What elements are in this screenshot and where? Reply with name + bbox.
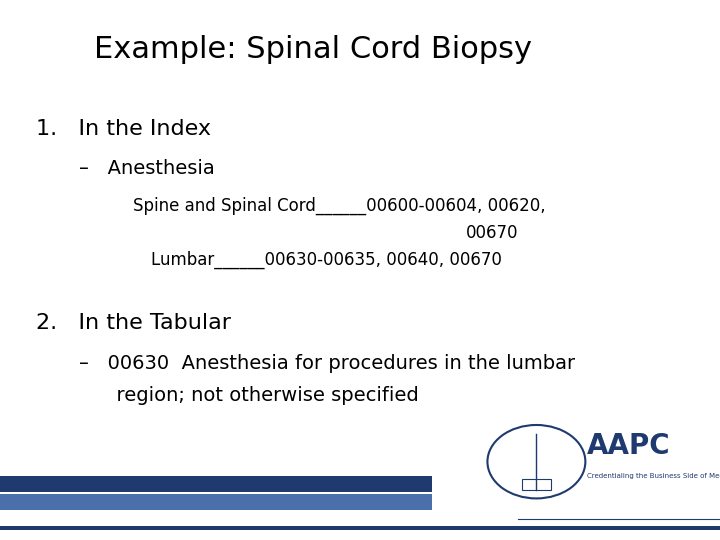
Bar [0, 476, 432, 492]
Text: region; not otherwise specified: region; not otherwise specified [79, 386, 419, 405]
Text: 1.   In the Index: 1. In the Index [36, 119, 211, 139]
Text: Credentialing the Business Side of Medicine: Credentialing the Business Side of Medic… [587, 473, 720, 480]
Text: 00670: 00670 [466, 224, 518, 242]
Bar [522, 479, 551, 490]
Bar [0, 494, 432, 510]
Text: AAPC: AAPC [587, 431, 670, 460]
Text: –   Anesthesia: – Anesthesia [79, 159, 215, 178]
Text: 2.   In the Tabular: 2. In the Tabular [36, 313, 231, 333]
Text: Lumbar______00630-00635, 00640, 00670: Lumbar______00630-00635, 00640, 00670 [151, 251, 502, 269]
Text: –   00630  Anesthesia for procedures in the lumbar: – 00630 Anesthesia for procedures in the… [79, 354, 575, 373]
Text: Example: Spinal Cord Biopsy: Example: Spinal Cord Biopsy [94, 35, 531, 64]
Text: Spine and Spinal Cord______00600-00604, 00620,: Spine and Spinal Cord______00600-00604, … [133, 197, 546, 215]
Bar [0, 526, 720, 530]
